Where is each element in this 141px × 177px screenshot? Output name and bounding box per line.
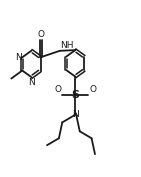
- Text: O: O: [89, 85, 96, 94]
- Text: O: O: [37, 30, 44, 39]
- Text: N: N: [72, 110, 79, 119]
- Text: NH: NH: [60, 41, 74, 50]
- Text: N: N: [15, 53, 22, 62]
- Text: O: O: [54, 85, 61, 94]
- Text: N: N: [28, 78, 35, 87]
- Text: S: S: [71, 90, 79, 100]
